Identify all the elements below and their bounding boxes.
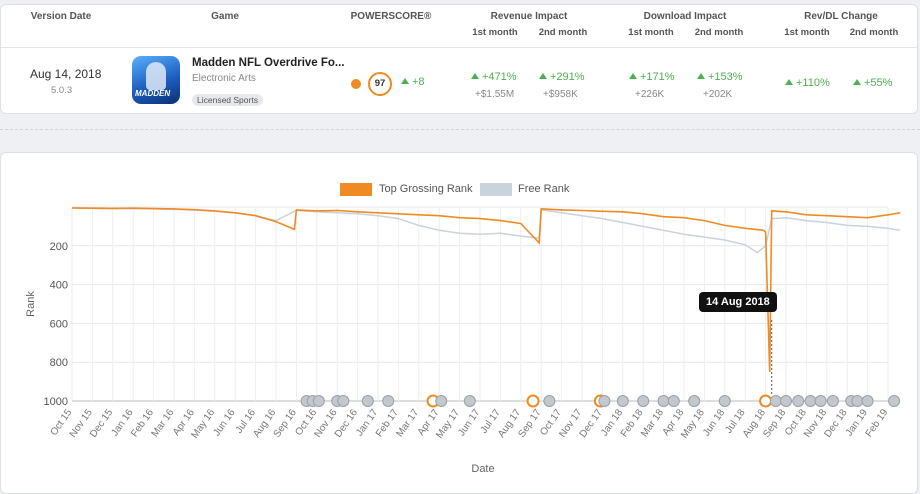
rev-m2-pct: +291%: [539, 71, 585, 83]
dl-m1-pct: +171%: [629, 71, 675, 83]
version-number: 5.0.3: [51, 85, 73, 96]
rev-m2-pct-value: +291%: [550, 71, 585, 83]
up-arrow-icon: [697, 73, 705, 79]
up-arrow-icon: [853, 79, 861, 85]
rev-first-month-header: 1st month: [472, 27, 518, 38]
dl-m1-pct-value: +171%: [640, 71, 675, 83]
rev-m1-pct: +471%: [471, 71, 517, 83]
player-silhouette: [146, 62, 166, 90]
col-version-date: Version Date: [30, 11, 92, 22]
powerscore-change: +8: [401, 76, 425, 88]
up-arrow-icon: [629, 73, 637, 79]
game-publisher[interactable]: Electronic Arts: [192, 73, 256, 84]
up-arrow-icon: [471, 73, 479, 79]
up-arrow-icon: [785, 79, 793, 85]
change-rev-value: +110%: [796, 77, 830, 89]
change-second-month-header: 2nd month: [849, 27, 899, 38]
rank-chart-card: [0, 152, 918, 494]
dl-m2-pct: +153%: [697, 71, 743, 83]
powerscore-value: 97: [368, 72, 392, 96]
date-tooltip: 14 Aug 2018: [699, 292, 777, 312]
change-dl-value: +55%: [864, 77, 893, 89]
col-game: Game: [211, 11, 239, 22]
dl-m1-value: +226K: [635, 89, 665, 100]
up-arrow-icon: [401, 78, 409, 84]
col-download-impact: Download Impact: [643, 11, 727, 22]
dl-m2-pct-value: +153%: [708, 71, 743, 83]
col-rev-dl-change: Rev/DL Change: [804, 11, 878, 22]
legend-top-grossing-label[interactable]: Top Grossing Rank: [379, 183, 473, 195]
legend-free-swatch[interactable]: [480, 183, 512, 196]
game-title[interactable]: Madden NFL Overdrive Fo...: [192, 57, 345, 69]
dl-m2-value: +202K: [703, 89, 733, 100]
col-powerscore: POWERSCORE®: [350, 11, 432, 22]
legend-free-label[interactable]: Free Rank: [518, 183, 570, 195]
rev-second-month-header: 2nd month: [538, 27, 588, 38]
powerscore-change-value: +8: [412, 76, 425, 88]
dl-second-month-header: 2nd month: [694, 27, 744, 38]
app-icon-text: MADDEN: [135, 89, 171, 98]
rev-m1-pct-value: +471%: [482, 71, 517, 83]
license-badge: Licensed Sports: [192, 94, 263, 106]
app-icon[interactable]: MADDEN: [132, 56, 180, 104]
col-revenue-impact: Revenue Impact: [490, 11, 568, 22]
change-first-month-header: 1st month: [784, 27, 830, 38]
header-divider: [1, 47, 917, 48]
version-date: Aug 14, 2018: [30, 67, 102, 81]
change-rev: +110%: [785, 77, 830, 89]
change-dl: +55%: [853, 77, 892, 89]
legend-top-grossing-swatch[interactable]: [340, 183, 372, 196]
rev-m1-value: +$1.55M: [475, 89, 515, 100]
powerscore-dot-icon: [351, 79, 361, 89]
app-version-card: Version Date Game POWERSCORE® Revenue Im…: [0, 4, 918, 114]
rev-m2-value: +$958K: [543, 89, 578, 100]
section-divider: [0, 129, 920, 130]
up-arrow-icon: [539, 73, 547, 79]
dl-first-month-header: 1st month: [628, 27, 674, 38]
